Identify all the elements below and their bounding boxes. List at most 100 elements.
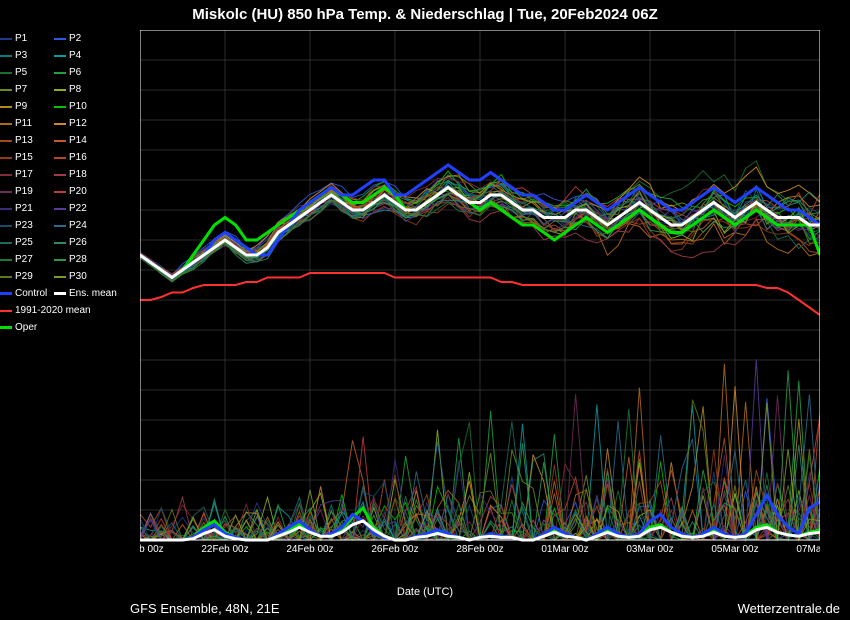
legend-item: 1991-2020 mean xyxy=(0,306,54,316)
legend-row: Oper xyxy=(0,319,108,336)
legend-swatch xyxy=(0,242,12,244)
legend-item: P24 xyxy=(54,221,108,231)
legend-label: Oper xyxy=(15,323,37,333)
legend-item: P11 xyxy=(0,119,54,129)
legend-swatch xyxy=(54,55,66,57)
legend-label: P22 xyxy=(69,204,87,214)
legend-swatch xyxy=(54,276,66,278)
legend-swatch xyxy=(0,72,12,74)
legend-item: P19 xyxy=(0,187,54,197)
legend-row: 1991-2020 mean xyxy=(0,302,108,319)
x-axis-label: Date (UTC) xyxy=(0,586,850,598)
legend-swatch xyxy=(54,123,66,125)
legend-label: Control xyxy=(15,289,47,299)
legend-label: P26 xyxy=(69,238,87,248)
legend-label: P4 xyxy=(69,51,81,61)
legend-label: P10 xyxy=(69,102,87,112)
legend-item: P20 xyxy=(54,187,108,197)
legend-swatch xyxy=(0,310,12,312)
legend-row: P23 P24 xyxy=(0,217,108,234)
legend-row: P3 P4 xyxy=(0,47,108,64)
legend: P1P2P3P4P5P6P7P8P9P10P11P12P13P14P15P16P… xyxy=(0,30,108,336)
legend-item: P17 xyxy=(0,170,54,180)
legend-label: 1991-2020 mean xyxy=(15,306,91,316)
legend-row: P9 P10 xyxy=(0,98,108,115)
legend-item: P23 xyxy=(0,221,54,231)
legend-swatch xyxy=(0,292,12,295)
legend-item: P12 xyxy=(54,119,108,129)
legend-label: P23 xyxy=(15,221,33,231)
legend-row: P17 P18 xyxy=(0,166,108,183)
legend-item: P5 xyxy=(0,68,54,78)
legend-swatch xyxy=(54,225,66,227)
legend-item: P1 xyxy=(0,34,54,44)
legend-row: P29 P30 xyxy=(0,268,108,285)
legend-item: Ens. mean xyxy=(54,289,108,299)
svg-text:22Feb 00z: 22Feb 00z xyxy=(201,544,248,555)
legend-label: P21 xyxy=(15,204,33,214)
svg-text:28Feb 00z: 28Feb 00z xyxy=(456,544,503,555)
legend-label: P8 xyxy=(69,85,81,95)
legend-swatch xyxy=(0,174,12,176)
legend-item: P14 xyxy=(54,136,108,146)
legend-row: Control Ens. mean xyxy=(0,285,108,302)
legend-swatch xyxy=(54,72,66,74)
legend-label: P12 xyxy=(69,119,87,129)
legend-row: P13 P14 xyxy=(0,132,108,149)
legend-row: P7 P8 xyxy=(0,81,108,98)
footer-left: GFS Ensemble, 48N, 21E xyxy=(130,601,280,616)
legend-swatch xyxy=(54,140,66,142)
legend-row: P19 P20 xyxy=(0,183,108,200)
legend-swatch xyxy=(0,89,12,91)
legend-item: P18 xyxy=(54,170,108,180)
legend-label: P15 xyxy=(15,153,33,163)
legend-swatch xyxy=(0,123,12,125)
svg-text:05Mar 00z: 05Mar 00z xyxy=(711,544,758,555)
legend-item: P29 xyxy=(0,272,54,282)
legend-swatch xyxy=(0,208,12,210)
legend-item: P7 xyxy=(0,85,54,95)
legend-label: P11 xyxy=(15,119,32,129)
legend-swatch xyxy=(0,225,12,227)
legend-row: P5P6 xyxy=(0,64,108,81)
legend-row: P21 P22 xyxy=(0,200,108,217)
legend-label: P13 xyxy=(15,136,33,146)
legend-label: Ens. mean xyxy=(69,289,117,299)
legend-label: P17 xyxy=(15,170,33,180)
chart-container: Miskolc (HU) 850 hPa Temp. & Niederschla… xyxy=(0,0,850,620)
legend-label: P7 xyxy=(15,85,27,95)
legend-label: P25 xyxy=(15,238,33,248)
legend-swatch xyxy=(54,89,66,91)
legend-swatch xyxy=(54,292,66,295)
legend-item: P15 xyxy=(0,153,54,163)
legend-swatch xyxy=(54,208,66,210)
legend-item: P27 xyxy=(0,255,54,265)
legend-swatch xyxy=(54,157,66,159)
legend-label: P14 xyxy=(69,136,87,146)
legend-swatch xyxy=(54,191,66,193)
plot-area: 20Feb 00z22Feb 00z24Feb 00z26Feb 00z28Fe… xyxy=(140,30,820,570)
legend-swatch xyxy=(54,174,66,176)
legend-item: P3 xyxy=(0,51,54,61)
legend-label: P18 xyxy=(69,170,87,180)
legend-label: P5 xyxy=(15,68,27,78)
legend-label: P1 xyxy=(15,34,27,44)
legend-label: P29 xyxy=(15,272,33,282)
legend-item: P8 xyxy=(54,85,108,95)
legend-row: P15 P16 xyxy=(0,149,108,166)
legend-label: P20 xyxy=(69,187,87,197)
legend-swatch xyxy=(0,276,12,278)
svg-text:07Mar 00z: 07Mar 00z xyxy=(796,544,820,555)
legend-label: P19 xyxy=(15,187,33,197)
legend-label: P3 xyxy=(15,51,27,61)
svg-text:24Feb 00z: 24Feb 00z xyxy=(286,544,333,555)
legend-swatch xyxy=(0,326,12,329)
legend-swatch xyxy=(0,55,12,57)
legend-label: P16 xyxy=(69,153,87,163)
legend-item: P9 xyxy=(0,102,54,112)
legend-item: P10 xyxy=(54,102,108,112)
footer-right: Wetterzentrale.de xyxy=(738,601,840,616)
legend-swatch xyxy=(54,38,66,40)
legend-label: P30 xyxy=(69,272,87,282)
svg-text:26Feb 00z: 26Feb 00z xyxy=(371,544,418,555)
